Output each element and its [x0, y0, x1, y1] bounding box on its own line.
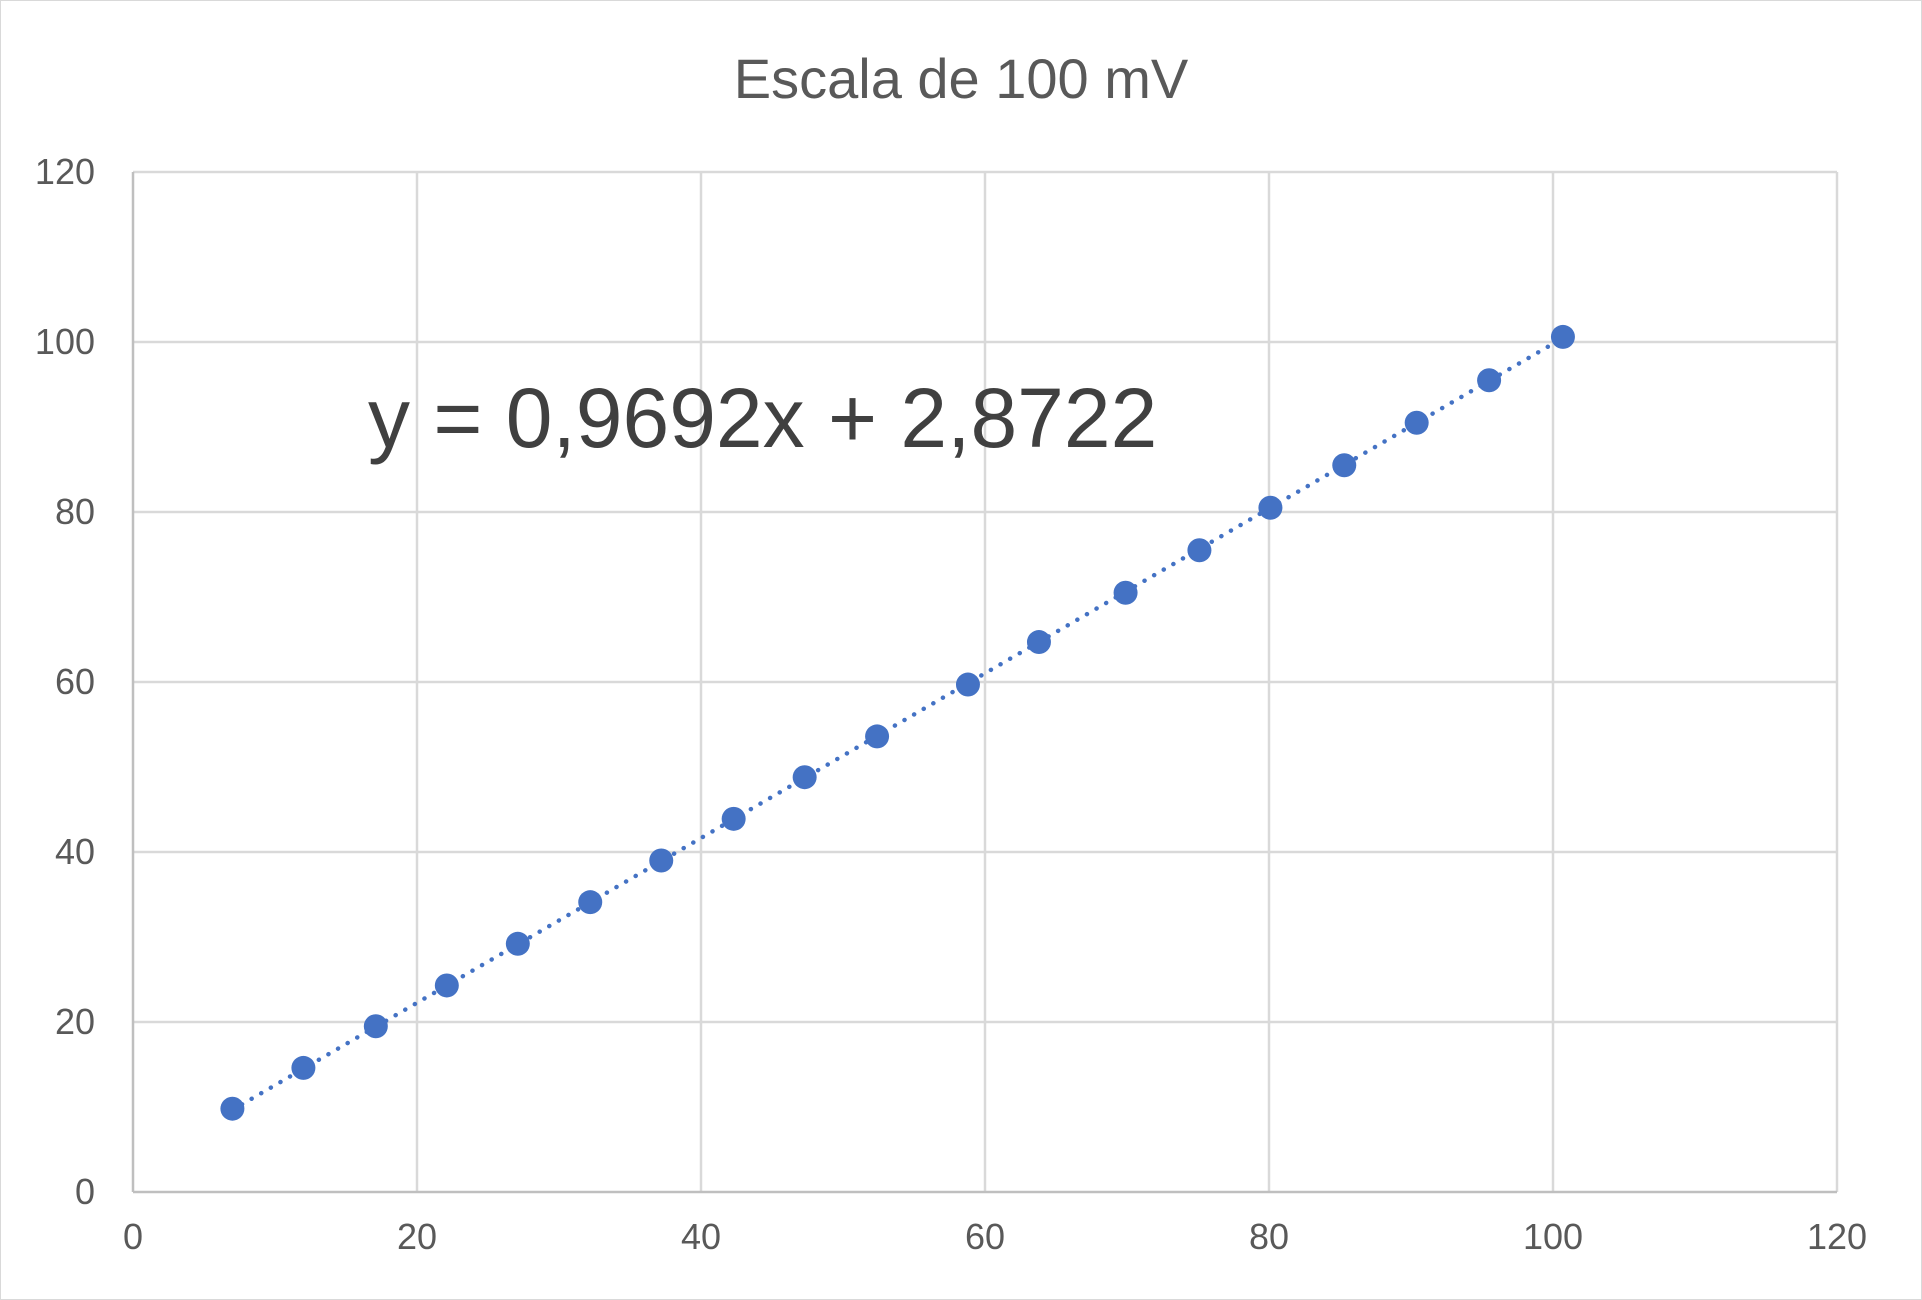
y-tick-label: 100	[35, 321, 95, 362]
y-tick-label: 0	[75, 1171, 95, 1212]
y-tick-label: 80	[55, 491, 95, 532]
x-tick-label: 40	[681, 1216, 721, 1257]
data-point	[434, 973, 459, 998]
data-point	[363, 1014, 388, 1039]
data-point	[1404, 410, 1429, 435]
y-tick-label: 20	[55, 1001, 95, 1042]
data-point	[1113, 580, 1138, 605]
trendline-equation: y = 0,9692x + 2,8722	[368, 371, 1157, 465]
data-point	[649, 848, 674, 873]
data-point	[505, 931, 530, 956]
data-point	[220, 1096, 245, 1121]
axes	[131, 172, 1837, 1194]
data-points	[220, 324, 1575, 1121]
data-point	[865, 724, 890, 749]
chart-title: Escala de 100 mV	[734, 47, 1189, 110]
x-tick-label: 20	[397, 1216, 437, 1257]
x-axis-ticks: 0 20 40 60 80 100 120	[123, 1216, 1867, 1257]
y-tick-label: 60	[55, 661, 95, 702]
data-point	[1332, 453, 1357, 478]
data-point	[955, 672, 980, 697]
data-point	[792, 765, 817, 790]
y-tick-label: 120	[35, 151, 95, 192]
data-point	[1477, 368, 1502, 393]
y-tick-label: 40	[55, 831, 95, 872]
x-tick-label: 100	[1523, 1216, 1583, 1257]
data-point	[1026, 630, 1051, 655]
data-point	[1187, 538, 1212, 563]
x-tick-label: 60	[965, 1216, 1005, 1257]
data-point	[1258, 495, 1283, 520]
x-tick-label: 80	[1249, 1216, 1289, 1257]
data-point	[1550, 324, 1575, 349]
data-point	[578, 890, 603, 915]
data-point	[291, 1055, 316, 1080]
x-tick-label: 120	[1807, 1216, 1867, 1257]
data-point	[721, 806, 746, 831]
y-axis-ticks: 0 20 40 60 80 100 120	[35, 151, 95, 1212]
x-tick-label: 0	[123, 1216, 143, 1257]
gridlines	[133, 170, 1839, 1192]
